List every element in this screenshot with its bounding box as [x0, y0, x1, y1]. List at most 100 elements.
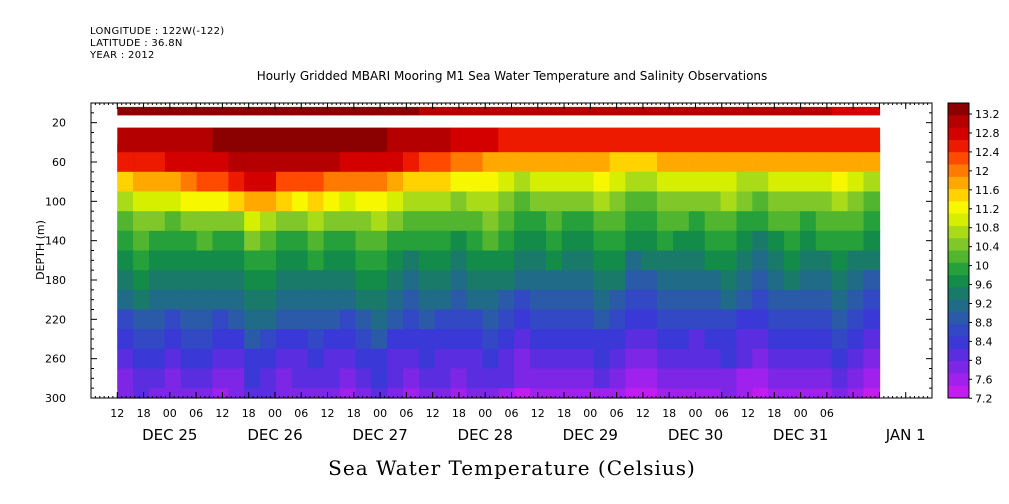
- temperature-cell: [498, 289, 515, 311]
- temperature-cell: [339, 211, 357, 232]
- temperature-cell: [641, 309, 658, 330]
- x-hour-label: 12: [636, 407, 650, 420]
- temperature-cell: [228, 143, 245, 153]
- temperature-cell: [720, 250, 738, 271]
- temperature-cell: [593, 171, 611, 193]
- colorbar-swatch: [948, 213, 969, 227]
- temperature-cell: [117, 368, 134, 389]
- temperature-cell: [450, 152, 468, 173]
- temperature-cell: [736, 368, 753, 389]
- temperature-cell: [609, 230, 626, 252]
- temperature-cell: [514, 329, 531, 350]
- temperature-cell: [117, 348, 134, 370]
- temperature-cell: [482, 143, 499, 153]
- temperature-cell: [434, 348, 452, 370]
- temperature-cell: [149, 329, 166, 350]
- temperature-cell: [196, 250, 214, 271]
- temperature-cell: [688, 348, 706, 370]
- temperature-cell: [704, 230, 722, 252]
- temperature-field: [117, 106, 881, 399]
- x-hour-label: 12: [426, 407, 440, 420]
- temperature-cell: [307, 270, 325, 291]
- temperature-cell: [800, 230, 817, 252]
- colorbar-swatch: [948, 312, 969, 325]
- temperature-cell: [720, 270, 738, 291]
- temperature-cell: [530, 388, 547, 399]
- temperature-cell: [450, 171, 468, 193]
- temperature-cell: [276, 309, 293, 330]
- colorbar-label: 8.8: [975, 316, 993, 329]
- temperature-cell: [704, 211, 722, 232]
- temperature-cell: [228, 368, 245, 389]
- temperature-cell: [228, 270, 245, 291]
- temperature-cell: [831, 211, 849, 232]
- temperature-cell: [244, 309, 261, 330]
- temperature-cell: [673, 289, 690, 311]
- temperature-cell: [212, 143, 230, 153]
- colorbar-label: 11.2: [975, 203, 1000, 216]
- temperature-cell: [117, 106, 134, 116]
- x-hour-label: 06: [189, 407, 203, 420]
- temperature-cell: [244, 329, 261, 350]
- temperature-cell: [117, 211, 134, 232]
- temperature-cell: [673, 388, 690, 399]
- temperature-cell: [212, 348, 230, 370]
- temperature-cell: [657, 152, 674, 173]
- temperature-cell: [403, 106, 420, 116]
- temperature-cell: [450, 289, 468, 311]
- temperature-cell: [768, 250, 785, 271]
- temperature-cell: [609, 270, 626, 291]
- temperature-cell: [736, 388, 753, 399]
- temperature-cell: [609, 152, 626, 173]
- temperature-cell: [800, 329, 817, 350]
- temperature-cell: [133, 171, 150, 193]
- temperature-cell: [371, 171, 388, 193]
- latitude-label: LATITUDE : 36.8N: [90, 38, 183, 49]
- colorbar-label: 12.8: [975, 127, 1000, 140]
- temperature-cell: [450, 230, 468, 252]
- temperature-cell: [815, 191, 833, 212]
- temperature-cell: [704, 368, 722, 389]
- temperature-cell: [466, 388, 484, 399]
- temperature-cell: [244, 388, 261, 399]
- temperature-cell: [228, 171, 245, 193]
- temperature-cell: [403, 143, 420, 153]
- temperature-cell: [720, 309, 738, 330]
- temperature-cell: [466, 191, 484, 212]
- temperature-cell: [117, 230, 134, 252]
- temperature-cell: [752, 329, 769, 350]
- temperature-cell: [514, 191, 531, 212]
- temperature-cell: [498, 230, 515, 252]
- x-day-label: DEC 25: [142, 426, 197, 444]
- temperature-cell: [212, 211, 230, 232]
- temperature-cell: [260, 388, 277, 399]
- temperature-cell: [514, 388, 531, 399]
- temperature-cell: [514, 368, 531, 389]
- temperature-cell: [339, 348, 357, 370]
- temperature-cell: [307, 106, 325, 116]
- temperature-cell: [276, 250, 293, 271]
- colorbar-swatch: [948, 324, 969, 338]
- temperature-cell: [133, 270, 150, 291]
- temperature-cell: [593, 143, 611, 153]
- temperature-cell: [164, 329, 182, 350]
- temperature-cell: [704, 388, 722, 399]
- temperature-cell: [752, 368, 769, 389]
- temperature-cell: [561, 368, 579, 389]
- temperature-cell: [196, 368, 214, 389]
- temperature-cell: [276, 106, 293, 116]
- temperature-cell: [387, 388, 404, 399]
- temperature-cell: [641, 329, 658, 350]
- temperature-cell: [863, 106, 881, 116]
- temperature-cell: [577, 348, 595, 370]
- temperature-cell: [276, 171, 293, 193]
- temperature-cell: [196, 270, 214, 291]
- temperature-cell: [228, 388, 245, 399]
- temperature-cell: [863, 143, 881, 153]
- temperature-cell: [688, 388, 706, 399]
- temperature-cell: [450, 191, 468, 212]
- temperature-cell: [530, 329, 547, 350]
- temperature-cell: [752, 211, 769, 232]
- temperature-cell: [387, 329, 404, 350]
- temperature-cell: [720, 230, 738, 252]
